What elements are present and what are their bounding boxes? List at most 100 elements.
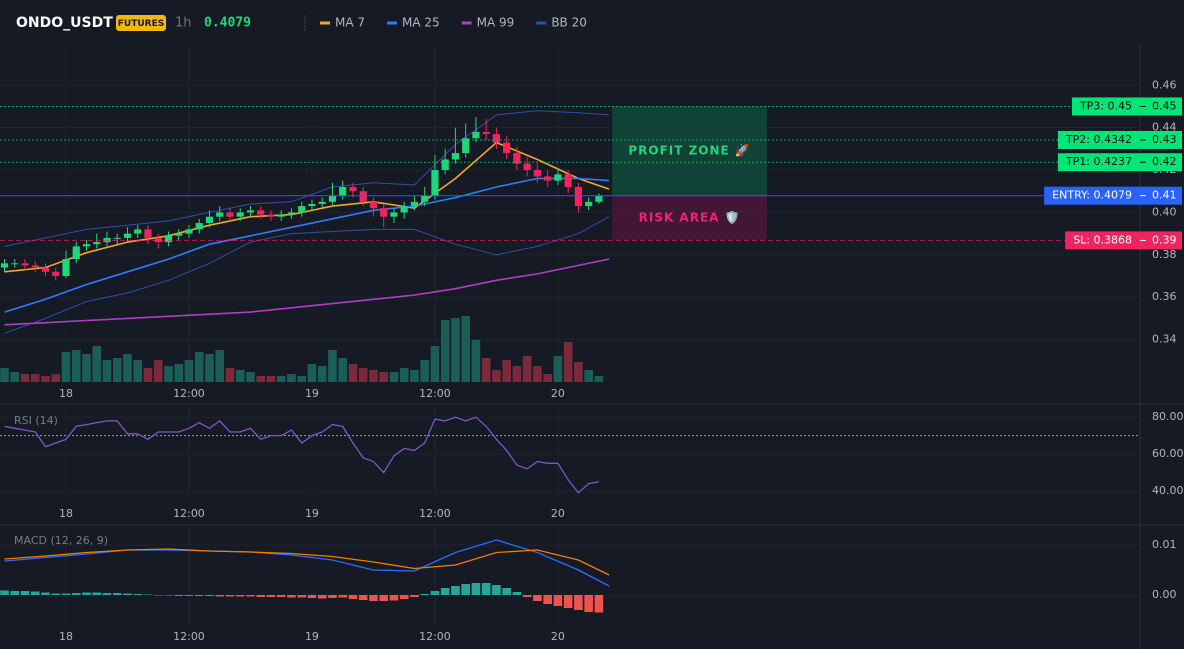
histogram-bar [174, 595, 184, 596]
candle-body [257, 210, 265, 215]
candle-body [462, 138, 470, 154]
volume-bar [276, 376, 286, 382]
candle-body [328, 195, 337, 202]
candle-body [216, 212, 224, 217]
candle-body [277, 214, 285, 217]
histogram-bar [481, 583, 491, 595]
volume-bar [533, 366, 542, 382]
volume-bar [102, 360, 112, 382]
histogram-bar [574, 595, 583, 610]
volume-bar [348, 364, 358, 382]
volume-bar [328, 350, 337, 382]
volume-bar [338, 358, 348, 382]
candle-body [226, 212, 234, 217]
symbol: ONDO_USDT [16, 15, 113, 31]
histogram-bar [543, 595, 552, 604]
histogram-bar [584, 595, 593, 612]
histogram-bar [194, 595, 204, 596]
candle-body [41, 267, 50, 272]
x-tick-label: 18 [59, 630, 73, 643]
candle-body [554, 174, 562, 181]
candle-body [287, 212, 296, 215]
volume-bar [512, 366, 522, 382]
histogram-bar [184, 595, 194, 596]
volume-bar [92, 346, 102, 382]
volume-bar [133, 360, 143, 382]
histogram-bar [41, 592, 50, 595]
histogram-bar [20, 591, 30, 595]
volume-bar [563, 342, 573, 382]
candle-body [369, 201, 378, 209]
histogram-bar [471, 583, 481, 595]
candle-body [585, 201, 593, 207]
candle-body [144, 229, 152, 238]
histogram-bar [266, 595, 276, 597]
indicator-line [4, 539, 610, 587]
badge: FUTURES [118, 19, 164, 29]
candle-body [349, 187, 357, 192]
y-tick-label: 0.40 [1152, 205, 1177, 218]
candle-body [236, 212, 244, 217]
histogram-bar [399, 595, 409, 599]
histogram-bar [287, 595, 296, 598]
candle-body [195, 223, 203, 230]
level-axis-label: 0.43 [1152, 133, 1177, 146]
level-tag [1044, 186, 1182, 205]
candle-body [421, 195, 429, 202]
x-tick-label: 19 [305, 507, 319, 520]
histogram-bar [430, 591, 440, 595]
histogram-bar [389, 595, 399, 601]
histogram-bar [338, 595, 348, 598]
level-axis-label: 0.45 [1152, 99, 1177, 112]
histogram-bar [502, 588, 511, 595]
y-tick-label: 0.34 [1152, 333, 1177, 346]
volume-bar [164, 366, 173, 382]
legend-label: MA 99 [477, 16, 515, 30]
zone-label: PROFIT ZONE 🚀 [628, 144, 751, 158]
histogram-bar [276, 595, 286, 597]
x-tick-label: 12:00 [419, 387, 451, 400]
volume-bar [420, 360, 429, 382]
histogram-bar [102, 593, 112, 595]
histogram-bar [92, 592, 102, 595]
volume-bar [317, 366, 327, 382]
level-label: SL: 0.3868 [1073, 233, 1132, 246]
volume-bar [205, 354, 214, 382]
y-tick-label: 0.38 [1152, 248, 1177, 261]
volume-bar [143, 368, 153, 382]
y-tick-label: 0.01 [1152, 538, 1177, 551]
legend-label: BB 20 [551, 16, 587, 30]
volume-bar [61, 352, 71, 382]
candle-body [380, 208, 388, 217]
histogram-bar [410, 595, 419, 597]
candle-body [134, 229, 142, 234]
indicator-line [4, 548, 610, 576]
last-price: 0.4079 [204, 16, 251, 31]
volume-bar [584, 370, 593, 382]
ma-line [4, 177, 610, 313]
x-tick-label: 20 [551, 507, 565, 520]
candle-body [492, 134, 501, 143]
volume-bar [430, 346, 440, 382]
candle-body [400, 206, 408, 213]
candle-body [451, 153, 460, 160]
level-axis-label: 0.39 [1152, 233, 1177, 246]
volume-bar [256, 376, 266, 382]
candle-body [175, 233, 183, 236]
volume-bar [0, 368, 9, 382]
candle-body [62, 259, 70, 277]
candle-body [533, 170, 541, 177]
volume-bar [41, 376, 50, 382]
volume-bar [30, 374, 40, 382]
candle-body [564, 174, 572, 188]
volume-bar [10, 372, 20, 382]
histogram-bar [246, 595, 255, 597]
zone [612, 106, 767, 196]
level-tag [1065, 231, 1182, 250]
x-tick-label: 19 [305, 630, 319, 643]
y-tick-label: 0.44 [1152, 121, 1177, 134]
volume-bar [246, 372, 255, 382]
